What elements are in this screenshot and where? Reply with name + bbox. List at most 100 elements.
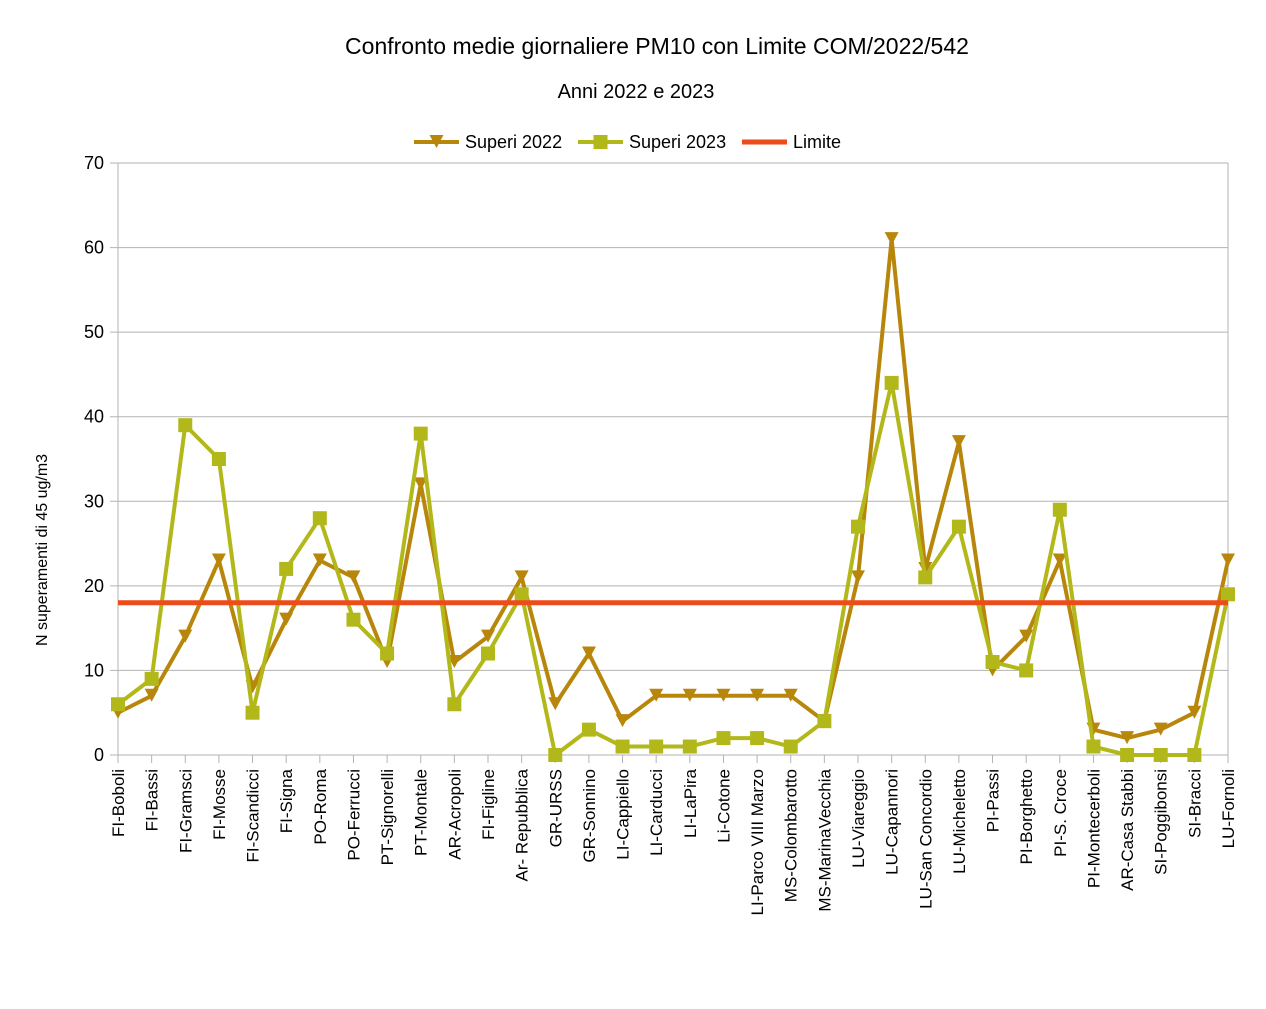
data-point — [783, 739, 798, 754]
legend-label: Superi 2023 — [629, 132, 726, 152]
legend-label: Superi 2022 — [465, 132, 562, 152]
data-point — [481, 646, 495, 661]
data-point — [581, 722, 596, 737]
data-point — [413, 477, 428, 491]
data-point — [279, 612, 294, 626]
x-tick-label: LI-LaPira — [681, 768, 700, 838]
x-tick-label: AR-Acropoli — [445, 769, 464, 860]
x-tick-label: PO-Ferrucci — [344, 769, 363, 861]
data-point — [851, 519, 865, 534]
x-tick-label: FI-Scandicci — [244, 769, 263, 863]
chart-subtitle: Anni 2022 e 2023 — [558, 81, 715, 103]
data-point — [111, 697, 125, 712]
x-tick-label: PT-Montale — [412, 769, 431, 856]
y-tick-label: 60 — [84, 238, 104, 258]
x-tick-label: LU-Capannori — [883, 769, 902, 875]
x-tick-label: FI-Mosse — [210, 769, 229, 840]
data-point — [1221, 553, 1235, 567]
data-point — [1153, 748, 1168, 762]
y-axis-label: N superamenti di 45 ug/m3 — [34, 454, 51, 646]
data-point — [1187, 748, 1202, 762]
data-point — [716, 731, 731, 746]
data-point — [144, 688, 159, 702]
x-tick-label: Ar- Repubblica — [513, 768, 532, 881]
legend-label: Limite — [793, 132, 841, 152]
x-tick-label: MS-Colombarotto — [782, 769, 801, 902]
data-point — [1019, 629, 1034, 643]
data-point — [346, 570, 361, 584]
series-1 — [111, 375, 1235, 762]
x-tick-labels: FI-Boboli FI-Bassi FI-Gramsci FI-Mosse FI-Sc… — [109, 768, 1238, 915]
y-tick-label: 50 — [84, 322, 104, 342]
data-point — [380, 646, 395, 661]
x-tick-label: PI-Passi — [984, 769, 1003, 832]
data-point — [514, 587, 529, 602]
x-tick-label: PI-Montecerboli — [1084, 769, 1103, 888]
data-point — [245, 705, 260, 720]
series-line — [116, 380, 1230, 757]
data-point — [211, 553, 226, 567]
x-tick-label: FI-Signa — [277, 768, 296, 833]
x-tick-label: PT-Signorelli — [378, 769, 397, 865]
x-tick-label: Li-Cotone — [714, 769, 733, 843]
y-tick-label: 20 — [84, 576, 104, 596]
data-point — [178, 418, 193, 433]
x-tick-label: LI-Cappiello — [614, 769, 633, 860]
data-point — [918, 570, 933, 585]
data-point — [312, 511, 327, 526]
data-point — [1187, 705, 1202, 719]
data-point — [447, 697, 462, 712]
data-point — [581, 646, 596, 660]
legend-marker — [429, 135, 444, 148]
data-point — [1120, 731, 1135, 745]
x-tick-label: AR-Casa Stabbi — [1118, 769, 1137, 891]
x-tick-label: LU-Fornoli — [1219, 769, 1238, 848]
x-tick-label: SI-Bracci — [1185, 769, 1204, 838]
data-point — [649, 739, 664, 754]
x-tick-label: PO-Roma — [311, 768, 330, 844]
x-tick-label: FI-Boboli — [109, 769, 128, 837]
data-point — [951, 435, 966, 449]
data-point — [1052, 553, 1067, 567]
data-point — [750, 688, 765, 702]
data-point — [1019, 663, 1034, 678]
x-tick-label: PI-S. Croce — [1051, 769, 1070, 857]
data-point — [649, 688, 664, 702]
data-point — [951, 519, 966, 534]
y-tick-label: 40 — [84, 407, 104, 427]
data-point — [447, 654, 462, 668]
data-point — [144, 671, 159, 686]
data-point — [682, 739, 697, 754]
data-point — [1086, 739, 1101, 754]
data-point — [615, 739, 630, 754]
x-tick-label: LU-Viareggio — [849, 769, 868, 868]
data-point — [413, 426, 428, 441]
x-tick-label: MS-MarinaVecchia — [815, 768, 834, 911]
y-tick-label: 30 — [84, 491, 104, 511]
data-point — [682, 688, 697, 702]
x-tick-label: GR-URSS — [546, 769, 565, 847]
data-point — [481, 629, 495, 643]
axes — [117, 163, 1229, 763]
data-point — [514, 570, 529, 584]
x-tick-label: GR-Sonnino — [580, 769, 599, 863]
data-point — [1221, 587, 1235, 602]
data-point — [851, 570, 865, 584]
y-tick-label: 10 — [84, 660, 104, 680]
data-point — [884, 375, 899, 390]
y-tick-labels: 0 10 20 30 40 50 60 70 — [84, 153, 104, 765]
x-tick-label: LI-Carducci — [647, 769, 666, 856]
x-tick-label: FI-Gramsci — [176, 769, 195, 853]
data-point — [817, 714, 832, 729]
series-line — [117, 237, 1230, 741]
y-tick-label: 70 — [84, 153, 104, 173]
x-tick-label: LI-Parco VIII Marzo — [748, 769, 767, 915]
grid — [110, 162, 1228, 756]
data-point — [548, 748, 563, 762]
x-tick-label: PI-Borghetto — [1017, 769, 1036, 864]
x-tick-label: FI-Figline — [479, 769, 498, 840]
legend: Superi 2022 Superi 2023 Limite — [414, 132, 841, 152]
data-point — [279, 561, 294, 576]
x-tick-label: SI-Poggibonsi — [1152, 769, 1171, 875]
